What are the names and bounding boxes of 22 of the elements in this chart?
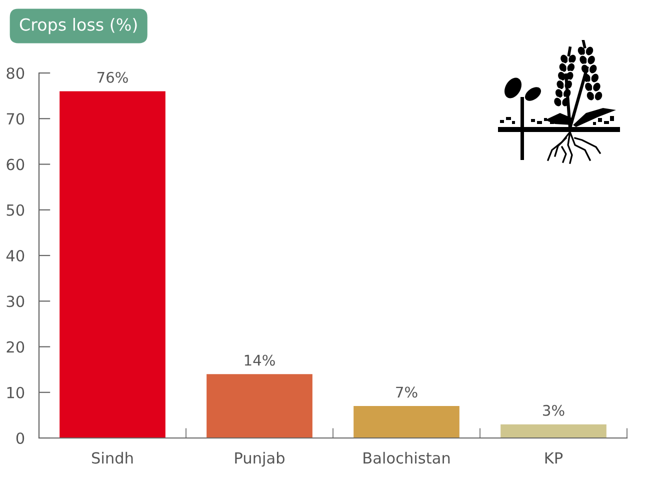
chart-title: Crops loss (%) bbox=[20, 18, 137, 34]
x-tick-label: Sindh bbox=[92, 452, 133, 464]
bar bbox=[500, 424, 606, 438]
y-tick-label: 70 bbox=[6, 113, 24, 125]
x-tick-label: KP bbox=[545, 452, 563, 464]
y-tick-label: 50 bbox=[6, 204, 24, 216]
y-tick-label: 40 bbox=[6, 250, 24, 262]
y-tick-label: 10 bbox=[7, 386, 24, 398]
y-tick-label: 0 bbox=[16, 432, 24, 444]
data-label: 76% bbox=[97, 72, 128, 83]
data-label: 7% bbox=[396, 386, 418, 398]
y-tick-label: 20 bbox=[6, 341, 24, 353]
y-tick-label: 80 bbox=[6, 67, 24, 80]
x-tick-label: Balochistan bbox=[364, 452, 450, 464]
bar bbox=[206, 374, 312, 438]
bar bbox=[60, 91, 166, 438]
bar bbox=[354, 406, 460, 438]
x-tick-label: Punjab bbox=[235, 452, 284, 467]
y-tick-label: 60 bbox=[6, 158, 24, 170]
y-tick-label: 30 bbox=[6, 296, 24, 308]
data-label: 14% bbox=[244, 354, 275, 366]
data-label: 3% bbox=[543, 404, 564, 416]
